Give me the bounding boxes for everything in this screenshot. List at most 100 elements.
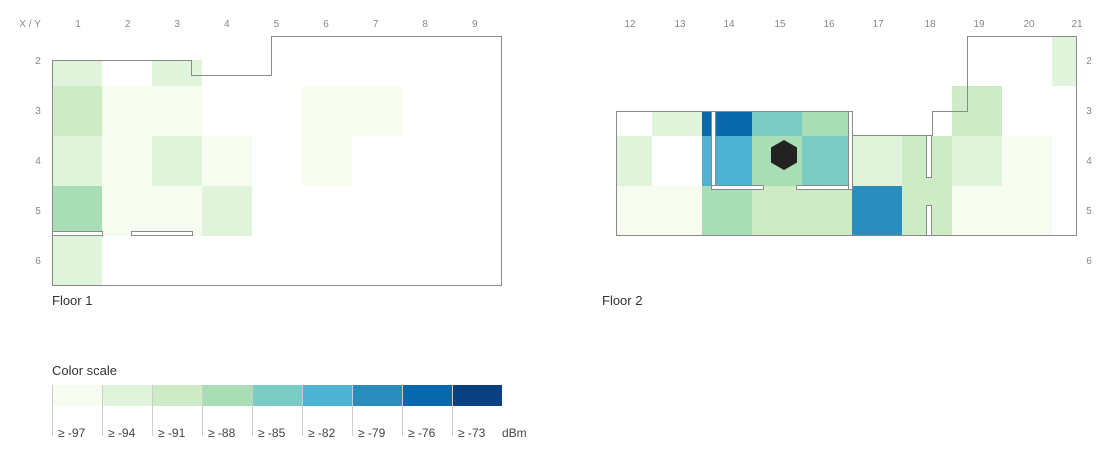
floor-2-wall	[796, 185, 853, 190]
heatmap-cell	[352, 86, 402, 136]
floor-2-wall	[711, 185, 764, 190]
heatmap-cell	[702, 111, 752, 136]
x-tick-label: 3	[174, 19, 180, 30]
color-scale-title: Color scale	[52, 363, 118, 378]
heatmap-cell	[102, 86, 152, 136]
color-scale-label: ≥ -88	[208, 426, 236, 440]
heatmap-cell	[52, 186, 102, 236]
color-scale-swatch	[52, 385, 102, 406]
y-tick-label: 5	[1086, 206, 1092, 217]
heatmap-cell	[802, 186, 852, 236]
color-scale-label: ≥ -91	[158, 426, 186, 440]
heatmap-cell	[1002, 136, 1052, 186]
access-point-hexagon-icon[interactable]	[771, 140, 797, 170]
color-scale-label: ≥ -85	[258, 426, 286, 440]
x-tick-label: 17	[872, 19, 884, 30]
y-tick-label: 6	[35, 256, 41, 267]
y-tick-label: 6	[1086, 256, 1092, 267]
color-scale-swatch	[152, 385, 202, 406]
heatmap-cell	[302, 136, 352, 186]
color-scale-swatch	[102, 385, 152, 406]
x-tick-label: 19	[973, 19, 985, 30]
heatmap-cell	[52, 86, 102, 136]
floor-1-outline	[52, 36, 502, 286]
color-scale-swatch	[252, 385, 302, 406]
x-tick-label: 18	[924, 19, 936, 30]
heatmap-cell	[652, 186, 702, 236]
x-tick-label: 16	[823, 19, 835, 30]
floor-2-wall	[711, 111, 716, 190]
y-tick-label: 5	[35, 206, 41, 217]
y-tick-label: 2	[1086, 56, 1092, 67]
heatmap-cell	[102, 186, 152, 236]
y-tick-label: 3	[35, 106, 41, 117]
heatmap-cell	[1002, 186, 1052, 236]
floor-2-wall	[848, 111, 853, 190]
color-scale-label: ≥ -73	[458, 426, 486, 440]
x-tick-label: 8	[422, 19, 428, 30]
floor-1-wall	[52, 231, 103, 236]
heatmap-cell	[202, 136, 252, 186]
heatmap-cell	[202, 186, 252, 236]
heatmap-cell	[752, 186, 802, 236]
color-scale-label: ≥ -76	[408, 426, 436, 440]
heatmap-cell	[102, 136, 152, 186]
floor-2-outline	[616, 36, 1077, 236]
x-tick-label: 14	[723, 19, 735, 30]
floor-2-wall	[926, 205, 932, 236]
x-tick-label: 12	[624, 19, 636, 30]
x-tick-label: 1	[75, 19, 81, 30]
floor-2-wall	[926, 135, 932, 178]
heatmap-cell	[52, 136, 102, 186]
x-tick-label: 2	[125, 19, 131, 30]
y-tick-label: 3	[1086, 106, 1092, 117]
x-tick-label: 20	[1023, 19, 1035, 30]
y-tick-label: 4	[35, 156, 41, 167]
color-scale-label: ≥ -94	[108, 426, 136, 440]
heatmap-cell	[802, 111, 852, 136]
y-tick-label: 4	[1086, 156, 1092, 167]
y-tick-label: 2	[35, 56, 41, 67]
heatmap-cell	[302, 86, 352, 136]
heatmap-cell	[152, 60, 202, 86]
color-scale-swatch	[402, 385, 452, 406]
heatmap-cell	[952, 186, 1002, 236]
x-tick-label: 21	[1071, 19, 1083, 30]
heatmap-cell	[752, 111, 802, 136]
heatmap-cell	[616, 136, 652, 186]
color-scale-swatch	[302, 385, 352, 406]
heatmap-cell	[852, 136, 902, 186]
floor-title: Floor 2	[602, 293, 642, 308]
x-tick-label: 5	[274, 19, 280, 30]
heatmap-cell	[1052, 36, 1076, 86]
color-scale-label: ≥ -79	[358, 426, 386, 440]
color-scale-swatch	[452, 385, 502, 406]
heatmap-cell	[852, 186, 902, 236]
x-tick-label: 6	[323, 19, 329, 30]
floor-title: Floor 1	[52, 293, 92, 308]
heatmap-cell	[152, 186, 202, 236]
heatmap-cell	[802, 136, 852, 186]
color-scale-swatch	[352, 385, 402, 406]
x-tick-label: 13	[674, 19, 686, 30]
x-tick-label: 9	[472, 19, 478, 30]
color-scale-swatch	[202, 385, 252, 406]
heatmap-cell	[952, 136, 1002, 186]
heatmap-cell	[702, 136, 752, 186]
color-scale-unit: dBm	[502, 426, 527, 440]
x-tick-label: 4	[224, 19, 230, 30]
heatmap-cell	[52, 60, 102, 86]
corner-axis-label: X / Y	[19, 19, 41, 30]
color-scale-label: ≥ -82	[308, 426, 336, 440]
heatmap-cell	[152, 136, 202, 186]
heatmap-cell	[652, 111, 702, 136]
heatmap-cell	[152, 86, 202, 136]
heatmap-cell	[702, 186, 752, 236]
heatmap-cell	[616, 186, 652, 236]
x-tick-label: 15	[774, 19, 786, 30]
floor-1-wall	[131, 231, 193, 236]
x-tick-label: 7	[373, 19, 379, 30]
color-scale-label: ≥ -97	[58, 426, 86, 440]
